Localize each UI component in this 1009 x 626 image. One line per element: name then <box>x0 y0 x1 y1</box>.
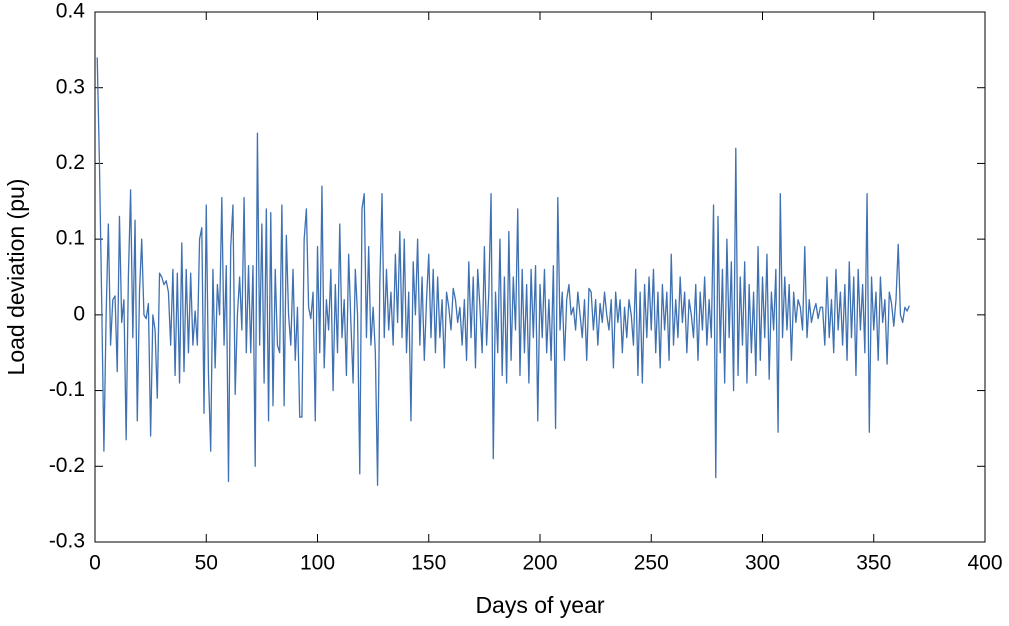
x-tick-label: 300 <box>745 552 780 575</box>
x-tick-label: 50 <box>195 552 218 575</box>
x-tick-label: 150 <box>411 552 446 575</box>
y-tick-label: -0.2 <box>49 454 85 477</box>
x-tick-label: 250 <box>634 552 669 575</box>
y-tick-label: -0.1 <box>49 378 85 401</box>
y-axis-label: Load deviation (pu) <box>3 179 29 376</box>
x-axis-label: Days of year <box>475 592 604 618</box>
y-tick-label: 0 <box>73 302 85 325</box>
y-tick-label: 0.4 <box>56 0 86 23</box>
y-tick-label: -0.3 <box>49 530 85 553</box>
x-tick-label: 200 <box>522 552 557 575</box>
y-tick-label: 0.2 <box>56 151 85 174</box>
x-tick-label: 350 <box>856 552 891 575</box>
x-tick-label: 100 <box>300 552 335 575</box>
y-tick-label: 0.1 <box>56 227 85 250</box>
x-tick-label: 0 <box>89 552 101 575</box>
x-tick-label: 400 <box>967 552 1002 575</box>
y-tick-label: 0.3 <box>56 75 85 98</box>
data-line <box>96 57 910 486</box>
